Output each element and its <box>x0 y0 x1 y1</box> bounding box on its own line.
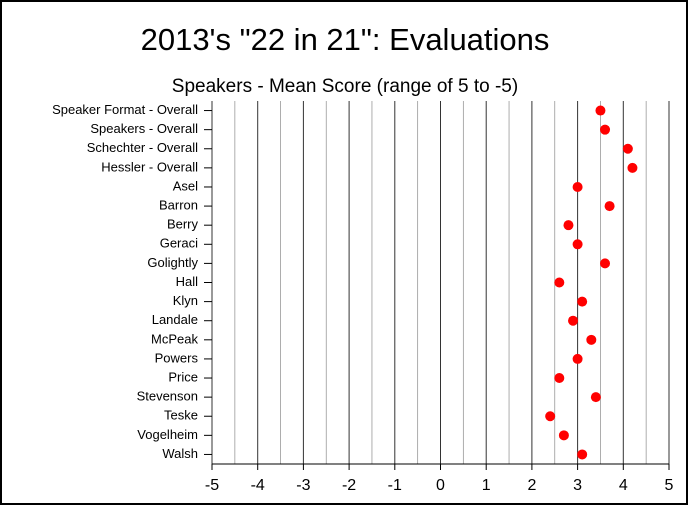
dot <box>554 373 565 384</box>
x-tick-label: 3 <box>573 477 582 494</box>
y-tick-label: Teske <box>164 408 198 423</box>
x-tick-label: -3 <box>296 477 310 494</box>
dot <box>572 353 583 364</box>
dot <box>545 411 556 422</box>
y-tick-label: Vogelheim <box>137 427 198 442</box>
dot <box>572 181 583 192</box>
dot <box>604 201 615 212</box>
y-tick-label: Geraci <box>160 236 198 251</box>
dot <box>568 315 579 326</box>
x-tick-label: 0 <box>436 477 445 494</box>
y-tick-label: Golightly <box>147 255 198 270</box>
dot <box>627 162 638 173</box>
y-tick-label: Landale <box>152 312 198 327</box>
x-tick-label: 2 <box>527 477 536 494</box>
dot <box>577 449 588 460</box>
dot <box>600 258 611 269</box>
y-tick-label: Price <box>168 369 198 384</box>
x-tick-label: 4 <box>619 477 628 494</box>
dot <box>554 277 565 288</box>
chart-subtitle: Speakers - Mean Score (range of 5 to -5) <box>172 76 518 97</box>
y-tick-label: Barron <box>159 198 198 213</box>
x-tick-label: -4 <box>251 477 265 494</box>
x-tick-label: -1 <box>388 477 402 494</box>
dot <box>590 392 601 403</box>
dot <box>622 143 633 154</box>
dot <box>572 239 583 250</box>
x-tick-label: 5 <box>665 477 674 494</box>
chart-title: 2013's "22 in 21": Evaluations <box>141 22 550 57</box>
y-tick-label: Asel <box>173 178 198 193</box>
y-tick-label: Hessler - Overall <box>101 159 198 174</box>
y-tick-label: McPeak <box>151 331 198 346</box>
y-tick-label: Berry <box>167 217 199 232</box>
y-tick-label: Speaker Format - Overall <box>52 102 198 117</box>
y-tick-label: Klyn <box>173 293 198 308</box>
x-tick-label: -5 <box>205 477 219 494</box>
dot <box>586 334 597 345</box>
dot <box>563 220 574 231</box>
y-tick-label: Walsh <box>162 446 198 461</box>
y-tick-label: Hall <box>176 274 199 289</box>
dot <box>600 124 611 135</box>
y-tick-label: Stevenson <box>137 389 198 404</box>
x-tick-label: 1 <box>482 477 491 494</box>
dot <box>595 105 606 116</box>
y-tick-label: Schechter - Overall <box>87 140 198 155</box>
x-tick-label: -2 <box>342 477 356 494</box>
dot <box>577 296 588 307</box>
dot <box>558 430 569 441</box>
y-tick-label: Powers <box>155 350 199 365</box>
y-tick-label: Speakers - Overall <box>90 121 198 136</box>
